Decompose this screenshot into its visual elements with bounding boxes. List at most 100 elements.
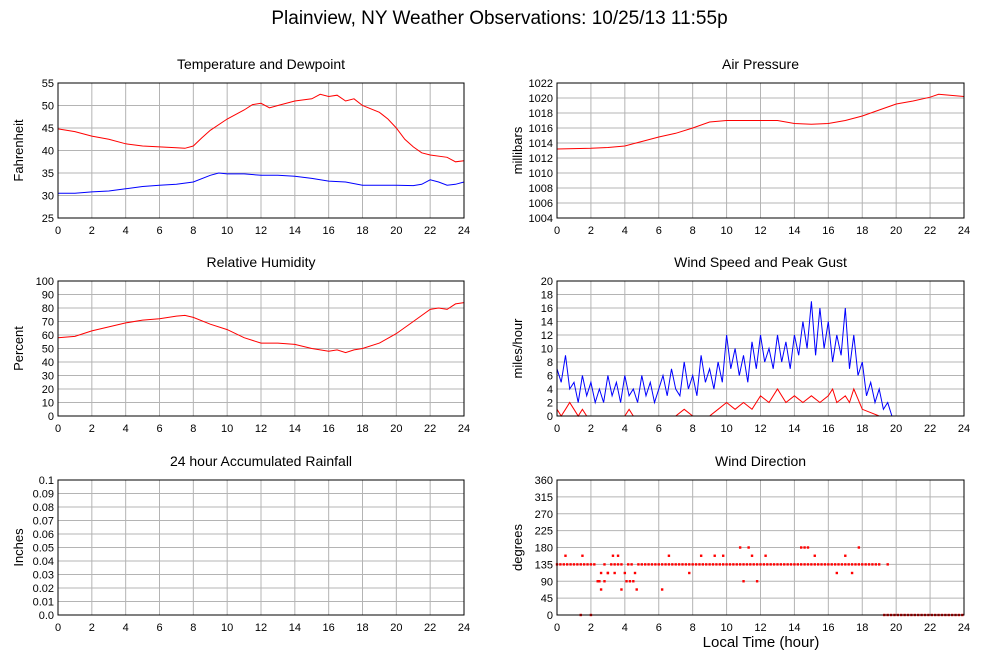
data-point — [586, 563, 589, 566]
y-tick-label: 1020 — [529, 93, 553, 105]
x-tick-label: 2 — [588, 423, 594, 435]
x-tick-label: 6 — [156, 225, 162, 237]
y-tick-label: 90 — [541, 576, 553, 588]
data-point — [681, 563, 684, 566]
x-tick-label: 14 — [788, 622, 800, 634]
data-point — [854, 563, 857, 566]
chart-title: Air Pressure — [722, 56, 799, 72]
data-point — [874, 563, 878, 566]
x-tick-label: 6 — [156, 622, 162, 634]
data-point — [783, 563, 786, 566]
x-tick-label: 12 — [754, 622, 766, 634]
data-point — [616, 554, 620, 557]
data-point — [643, 563, 647, 566]
data-point — [671, 563, 674, 566]
data-point — [627, 563, 630, 566]
y-axis-label: miles/hour — [510, 318, 525, 379]
chart-title: Wind Speed and Peak Gust — [674, 254, 847, 270]
x-tick-label: 6 — [656, 423, 662, 435]
data-point — [565, 563, 569, 566]
data-point — [708, 563, 711, 566]
y-tick-label: 135 — [535, 559, 553, 571]
data-point — [603, 580, 606, 583]
x-tick-label: 22 — [924, 622, 936, 634]
data-point — [606, 571, 610, 575]
chart-title: Relative Humidity — [207, 254, 316, 270]
chart-title: Temperature and Dewpoint — [177, 56, 345, 72]
data-point — [755, 580, 759, 583]
data-point — [688, 563, 691, 566]
x-tick-label: 0 — [55, 225, 61, 237]
data-point — [813, 563, 816, 566]
panel-air-pressure: 0 2 4 6 8 10 12 14 16 18 20 22 241004100610081010101… — [510, 56, 970, 237]
x-tick-label: 14 — [289, 225, 301, 237]
data-point — [742, 563, 745, 566]
series-line — [556, 93, 965, 150]
x-tick-label: 20 — [890, 622, 902, 634]
x-tick-label: 20 — [390, 423, 402, 435]
y-tick-label: 1004 — [529, 213, 553, 225]
data-point — [776, 563, 779, 566]
y-tick-label: 2 — [547, 398, 553, 410]
data-point — [688, 571, 691, 575]
x-tick-label: 10 — [221, 622, 233, 634]
panel-wind-speed-gust: 0 2 4 6 8 10 12 14 16 18 20 22 2402468101214161820Wi… — [510, 254, 970, 435]
x-tick-label: 10 — [221, 423, 233, 435]
data-point — [810, 563, 813, 566]
y-tick-label: 0.08 — [33, 502, 54, 514]
y-tick-label: 45 — [541, 593, 553, 605]
data-point — [772, 563, 776, 566]
x-tick-label: 22 — [924, 423, 936, 435]
y-tick-label: 45 — [42, 123, 54, 135]
x-tick-label: 10 — [221, 225, 233, 237]
data-point — [593, 563, 596, 566]
y-tick-label: 1018 — [529, 108, 553, 120]
data-point — [572, 563, 576, 566]
data-point — [806, 546, 810, 549]
data-point — [738, 563, 742, 566]
x-tick-label: 14 — [788, 423, 800, 435]
x-tick-label: 12 — [255, 622, 267, 634]
x-tick-label: 16 — [323, 225, 335, 237]
data-point — [844, 563, 847, 566]
y-tick-label: 90 — [42, 290, 54, 302]
data-point — [562, 563, 565, 566]
x-tick-label: 14 — [289, 622, 301, 634]
x-tick-label: 22 — [424, 622, 436, 634]
data-point — [559, 563, 562, 566]
data-point — [613, 563, 616, 566]
data-point — [721, 554, 725, 557]
data-point — [660, 588, 664, 591]
data-point — [667, 554, 671, 557]
data-point — [564, 554, 567, 557]
y-tick-label: 0.07 — [33, 516, 54, 528]
y-tick-label: 270 — [535, 509, 553, 521]
y-tick-label: 180 — [535, 543, 553, 555]
y-tick-label: 1008 — [529, 183, 553, 195]
panel-accumulated-rainfall: 0 2 4 6 8 10 12 14 16 18 20 22 240.00.010.020.030.04… — [11, 453, 470, 634]
data-point — [886, 563, 889, 566]
data-point — [816, 563, 820, 566]
y-tick-label: 0.0 — [39, 610, 54, 622]
data-point — [769, 563, 772, 566]
x-tick-label: 8 — [190, 423, 196, 435]
data-point — [840, 563, 844, 566]
x-tick-label: 8 — [190, 622, 196, 634]
data-point — [698, 563, 701, 566]
x-tick-label: 18 — [356, 225, 368, 237]
y-tick-label: 30 — [42, 371, 54, 383]
x-tick-label: 10 — [720, 622, 732, 634]
page-title: Plainview, NY Weather Observations: 10/2… — [271, 8, 728, 29]
data-point — [864, 563, 867, 566]
x-tick-label: 2 — [588, 622, 594, 634]
x-tick-label: 22 — [424, 225, 436, 237]
data-point — [660, 563, 664, 566]
plot-frame — [556, 280, 965, 417]
x-tick-label: 24 — [458, 622, 470, 634]
y-tick-label: 1010 — [529, 168, 553, 180]
data-point — [766, 563, 769, 566]
x-tick-label: 24 — [458, 423, 470, 435]
x-tick-label: 6 — [656, 225, 662, 237]
panel-relative-humidity: 0 2 4 6 8 10 12 14 16 18 20 22 240102030405060708090… — [11, 254, 470, 435]
y-tick-label: 0.03 — [33, 570, 54, 582]
